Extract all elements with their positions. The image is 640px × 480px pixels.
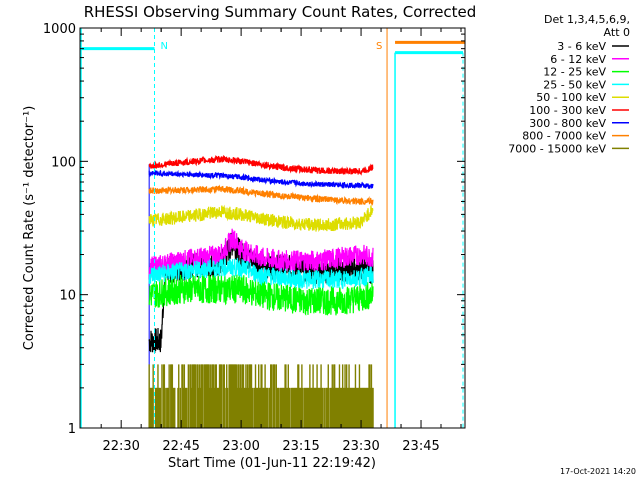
marker-label-n: N — [160, 41, 167, 52]
series-3 — [148, 274, 374, 316]
legend-label-4: 25 - 50 keV — [543, 78, 606, 91]
plot-frame — [79, 27, 466, 429]
series-layer — [148, 154, 374, 428]
y-tick-label: 100 — [51, 155, 76, 170]
legend-label-7: 300 - 800 keV — [529, 117, 606, 130]
x-tick-label: 22:45 — [162, 439, 199, 454]
series-line — [148, 184, 374, 207]
chart-title: RHESSI Observing Summary Count Rates, Co… — [84, 3, 477, 21]
x-tick-label: 23:00 — [222, 439, 259, 454]
series-7 — [148, 169, 374, 190]
plot-area — [80, 28, 465, 428]
marker-label-s: S — [376, 41, 382, 52]
y-tick-label: 1000 — [43, 22, 76, 37]
series-6 — [148, 154, 374, 176]
y-axis-label: Corrected Count Rate (s⁻¹ detector⁻¹) — [22, 106, 37, 351]
axes: 1 10 100 1000 22:30 22:45 23:00 23:15 23:30 23:45 — [43, 22, 466, 454]
y-tick-label: 10 — [59, 289, 76, 304]
series-9 — [148, 364, 374, 428]
series-line — [148, 169, 374, 190]
legend-header-1: Det 1,3,4,5,6,9, — [544, 13, 630, 26]
series-4 — [148, 258, 374, 290]
series-5 — [148, 204, 374, 233]
series-line — [148, 204, 374, 233]
x-tick-label: 23:15 — [282, 439, 319, 454]
legend-label-8: 800 - 7000 keV — [522, 130, 606, 143]
legend-header-2: Att 0 — [604, 26, 630, 39]
x-tick-label: 22:30 — [102, 439, 139, 454]
y-tick-label: 1 — [68, 422, 76, 437]
footer-timestamp: 17-Oct-2021 14:20 — [560, 467, 636, 476]
legend-label-2: 6 - 12 keV — [550, 53, 606, 66]
plot-background — [80, 28, 465, 428]
series-line — [148, 274, 374, 316]
legend-label-6: 100 - 300 keV — [529, 104, 606, 117]
legend-label-9: 7000 - 15000 keV — [508, 142, 606, 155]
x-tick-label: 23:45 — [402, 439, 439, 454]
legend-label-1: 3 - 6 keV — [557, 40, 606, 53]
x-axis-label: Start Time (01-Jun-11 22:19:42) — [168, 456, 376, 471]
series-line — [148, 154, 374, 176]
legend-label-5: 50 - 100 keV — [536, 91, 606, 104]
legend-label-3: 12 - 25 keV — [543, 66, 606, 79]
series-line — [148, 258, 374, 290]
series-8 — [148, 184, 374, 207]
x-tick-label: 23:30 — [342, 439, 379, 454]
